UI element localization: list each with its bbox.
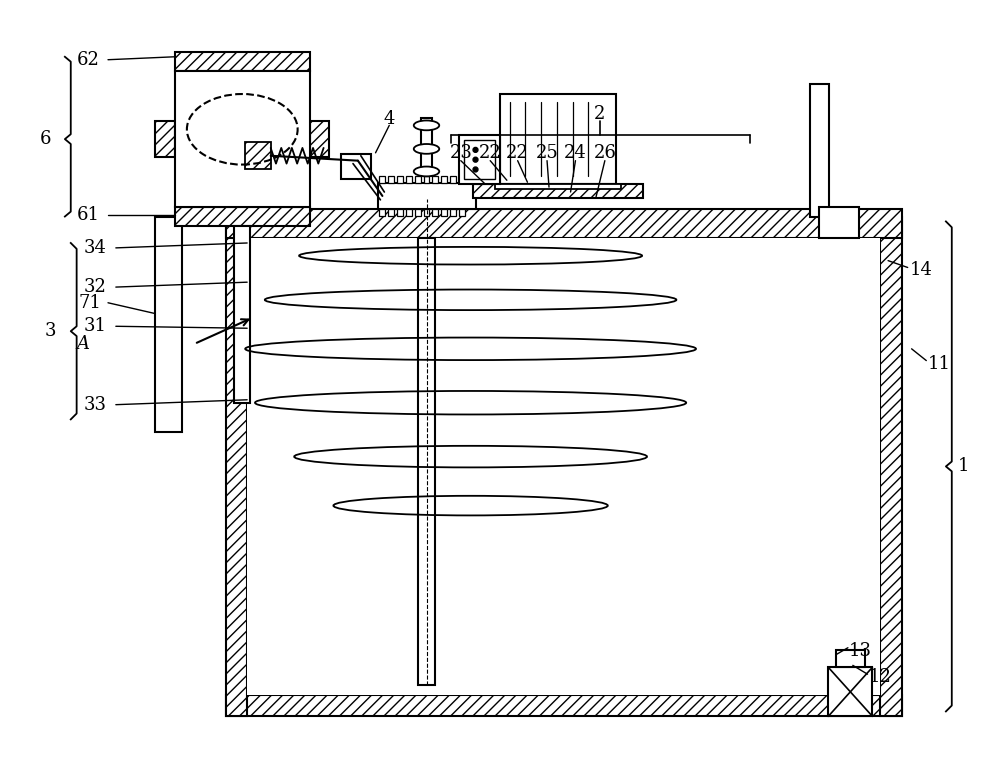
- Bar: [495, 184, 621, 189]
- Bar: [397, 177, 403, 183]
- Bar: [175, 72, 310, 207]
- Text: 12: 12: [868, 668, 891, 686]
- Text: 32: 32: [84, 278, 106, 296]
- Bar: [247, 238, 880, 695]
- Text: 13: 13: [849, 642, 872, 660]
- Bar: [155, 121, 175, 156]
- Bar: [415, 177, 421, 183]
- Bar: [836, 650, 865, 668]
- Bar: [175, 207, 310, 226]
- Bar: [155, 216, 182, 432]
- Text: 22: 22: [506, 144, 529, 162]
- Bar: [459, 209, 465, 216]
- Bar: [310, 121, 329, 156]
- Bar: [432, 177, 438, 183]
- Text: 71: 71: [79, 294, 101, 312]
- Text: 14: 14: [910, 261, 933, 279]
- Bar: [175, 52, 310, 72]
- Bar: [810, 84, 829, 216]
- Text: 26: 26: [593, 144, 616, 162]
- Bar: [464, 140, 495, 179]
- Bar: [379, 177, 385, 183]
- Bar: [388, 209, 394, 216]
- Text: 61: 61: [77, 205, 100, 223]
- Bar: [819, 207, 859, 238]
- Bar: [450, 209, 456, 216]
- Text: A: A: [77, 335, 90, 353]
- Text: 25: 25: [536, 144, 558, 162]
- Text: 3: 3: [44, 322, 56, 340]
- Text: 2: 2: [594, 104, 606, 123]
- Text: 33: 33: [84, 396, 106, 414]
- Ellipse shape: [414, 121, 439, 130]
- Bar: [397, 209, 403, 216]
- Bar: [441, 209, 447, 216]
- Bar: [828, 668, 872, 717]
- Bar: [500, 94, 616, 184]
- Ellipse shape: [473, 147, 478, 152]
- Text: 34: 34: [84, 239, 106, 257]
- Ellipse shape: [473, 167, 478, 172]
- Text: 6: 6: [39, 130, 51, 148]
- Text: 22: 22: [479, 144, 502, 162]
- Ellipse shape: [414, 166, 439, 177]
- Bar: [379, 209, 385, 216]
- Bar: [226, 209, 902, 238]
- Bar: [378, 183, 476, 209]
- Bar: [880, 216, 902, 717]
- Bar: [432, 209, 438, 216]
- Bar: [406, 209, 412, 216]
- Bar: [388, 177, 394, 183]
- Bar: [245, 142, 271, 170]
- Ellipse shape: [414, 144, 439, 154]
- Bar: [226, 695, 902, 717]
- Bar: [234, 226, 250, 403]
- Bar: [441, 177, 447, 183]
- Text: 31: 31: [84, 317, 106, 335]
- Bar: [459, 135, 500, 184]
- Bar: [406, 177, 412, 183]
- Bar: [421, 117, 432, 177]
- Bar: [459, 177, 465, 183]
- Text: 1: 1: [958, 457, 969, 475]
- Bar: [415, 209, 421, 216]
- Text: 24: 24: [564, 144, 587, 162]
- Bar: [424, 177, 429, 183]
- Text: 23: 23: [449, 144, 472, 162]
- Ellipse shape: [473, 157, 478, 162]
- Bar: [473, 184, 643, 198]
- Bar: [450, 177, 456, 183]
- Bar: [418, 238, 435, 685]
- Text: 11: 11: [927, 355, 950, 373]
- Bar: [424, 209, 429, 216]
- Text: 4: 4: [384, 110, 395, 128]
- Text: 62: 62: [77, 51, 100, 68]
- Bar: [226, 216, 247, 717]
- Bar: [341, 154, 371, 179]
